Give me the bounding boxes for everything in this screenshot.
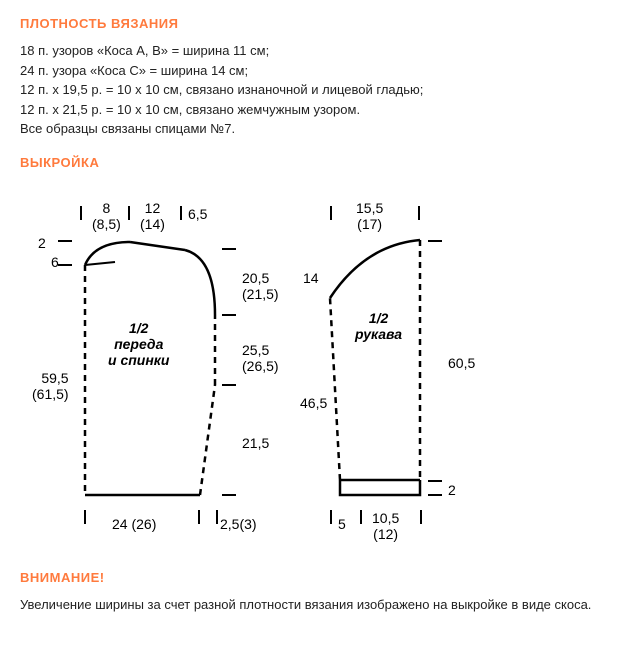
attention-text: Увеличение ширины за счет разной плотнос… <box>20 595 621 615</box>
attention-block: ВНИМАНИЕ! Увеличение ширины за счет разн… <box>20 570 621 615</box>
dim-r-bottom: 21,5 <box>242 435 269 451</box>
dim-sleeve-len-r: 60,5 <box>448 355 475 371</box>
dim-sleeve-b-a: 5 <box>338 516 346 532</box>
tick <box>428 494 442 496</box>
gauge-line: 18 п. узоров «Коса А, В» = ширина 11 см; <box>20 41 621 61</box>
tick <box>84 510 86 524</box>
tick <box>222 384 236 386</box>
dim-sleeve-cuff: 2 <box>448 482 456 498</box>
tick <box>58 264 72 266</box>
tick <box>216 510 218 524</box>
heading-pattern: ВЫКРОЙКА <box>20 155 621 170</box>
dim-sleeve-cap: 14 <box>303 270 319 286</box>
dim-neck2: 6 <box>51 254 59 270</box>
tick <box>420 510 422 524</box>
gauge-line: Все образцы связаны спицами №7. <box>20 119 621 139</box>
pattern-diagrams: 8(8,5) 12(14) 6,5 2 6 59,5(61,5) 20,5(21… <box>20 180 621 550</box>
tick <box>58 240 72 242</box>
dim-sleeve-b-b: 10,5(12) <box>372 510 399 542</box>
dim-neck1: 2 <box>38 235 46 251</box>
dim-arm2: 25,5(26,5) <box>242 342 279 374</box>
tick <box>128 206 130 220</box>
tick <box>222 314 236 316</box>
sleeve-piece-outline <box>310 180 510 550</box>
tick <box>198 510 200 524</box>
dim-top-c: 6,5 <box>188 206 207 222</box>
gauge-line: 24 п. узора «Коса С» = ширина 14 см; <box>20 61 621 81</box>
dim-sleeve-len-l: 46,5 <box>300 395 327 411</box>
tick <box>428 480 442 482</box>
tick <box>222 248 236 250</box>
heading-gauge: ПЛОТНОСТЬ ВЯЗАНИЯ <box>20 16 621 31</box>
tick <box>330 510 332 524</box>
tick <box>418 206 420 220</box>
tick <box>222 494 236 496</box>
tick <box>80 206 82 220</box>
dim-top-a: 8(8,5) <box>92 200 121 232</box>
gauge-line: 12 п. х 21,5 р. = 10 х 10 см, связано же… <box>20 100 621 120</box>
gauge-block: 18 п. узоров «Коса А, В» = ширина 11 см;… <box>20 41 621 139</box>
dim-bottom-slant: 2,5(3) <box>220 516 257 532</box>
dim-arm1: 20,5(21,5) <box>242 270 279 302</box>
tick <box>428 240 442 242</box>
dim-sleeve-top: 15,5(17) <box>356 200 383 232</box>
body-piece-title: 1/2 переда и спинки <box>108 320 169 368</box>
tick <box>180 206 182 220</box>
dim-total: 59,5(61,5) <box>32 370 69 402</box>
heading-attention: ВНИМАНИЕ! <box>20 570 621 585</box>
tick <box>330 206 332 220</box>
dim-bottom-w: 24 (26) <box>112 516 156 532</box>
dim-top-b: 12(14) <box>140 200 165 232</box>
sleeve-piece-title: 1/2 рукава <box>355 310 402 342</box>
tick <box>360 510 362 524</box>
gauge-line: 12 п. х 19,5 р. = 10 х 10 см, связано из… <box>20 80 621 100</box>
